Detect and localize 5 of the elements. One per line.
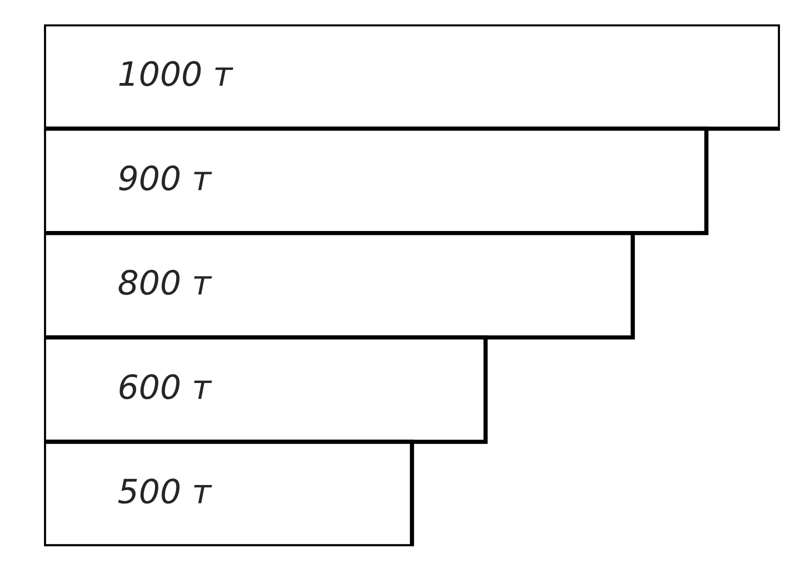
- data-label: 500 т: [118, 478, 212, 504]
- data-label: 600 т: [120, 374, 212, 400]
- data-label: 900 т: [119, 165, 212, 191]
- data-label: 800 т: [118, 270, 212, 295]
- data-label: 1000 т: [119, 60, 234, 86]
